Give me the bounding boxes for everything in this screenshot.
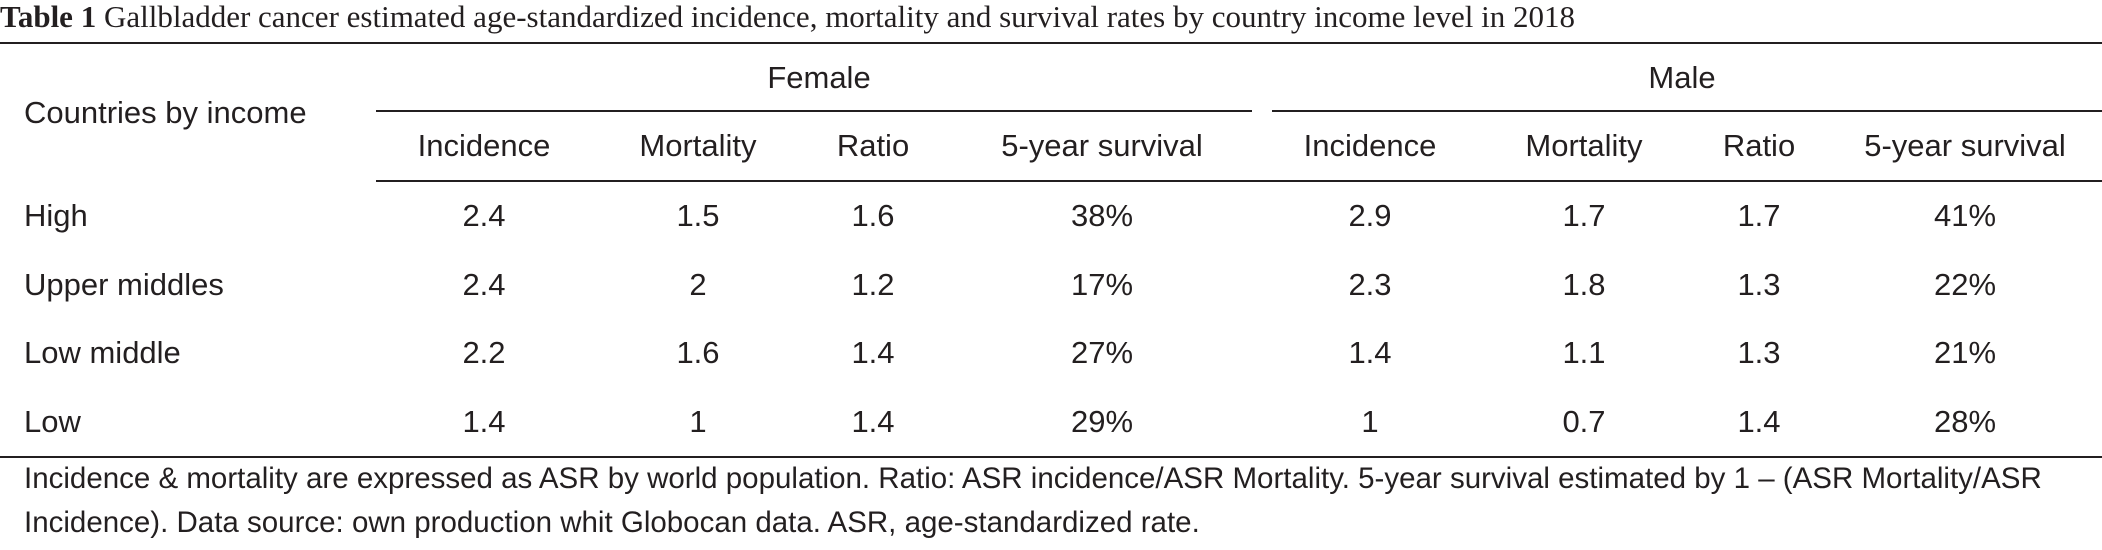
table-body: High 2.4 1.5 1.6 38% 2.9 1.7 1.7 41% Upp… bbox=[0, 181, 2102, 458]
column-header-female-incidence: Incidence bbox=[376, 112, 592, 182]
table-row: Low 1.4 1 1.4 29% 1 0.7 1.4 28% bbox=[0, 387, 2102, 458]
group-label-female: Female bbox=[767, 60, 871, 95]
table-row: Low middle 2.2 1.6 1.4 27% 1.4 1.1 1.3 2… bbox=[0, 319, 2102, 388]
row-label: High bbox=[24, 197, 88, 233]
caption-text: Gallbladder cancer estimated age-standar… bbox=[103, 0, 1576, 34]
table-footnote: Incidence & mortality are expressed as A… bbox=[24, 462, 2042, 539]
table-cell: 1.4 bbox=[851, 335, 895, 371]
table-cell: 1.4 bbox=[1690, 387, 1828, 458]
row-label: Upper middles bbox=[24, 266, 224, 302]
table-cell: 38% bbox=[1070, 198, 1134, 234]
table-cell: 1 bbox=[592, 387, 804, 458]
table-row: Upper middles 2.4 2 1.2 17% 2.3 1.8 1.3 … bbox=[0, 251, 2102, 320]
table-cell: 2.2 bbox=[462, 335, 506, 371]
table-cell: 1.4 bbox=[804, 387, 942, 458]
header-row-columns: Incidence Mortality Ratio 5-year surviva… bbox=[0, 112, 2102, 182]
table-cell: 1 bbox=[1262, 387, 1478, 458]
table-cell: 1.6 bbox=[851, 198, 895, 234]
table-caption: Table 1 Gallbladder cancer estimated age… bbox=[0, 0, 1575, 36]
group-label-male: Male bbox=[1648, 60, 1716, 95]
caption-label: Table 1 bbox=[0, 0, 97, 34]
row-header-label: Countries by income bbox=[0, 42, 376, 181]
table-cell: 27% bbox=[1070, 335, 1134, 371]
table-cell: 1.4 bbox=[1348, 335, 1392, 371]
table-cell: 2.4 bbox=[462, 198, 506, 234]
table-cell: 2.3 bbox=[1348, 266, 1392, 302]
table-cell: 2.4 bbox=[462, 266, 506, 302]
table-cell: 28% bbox=[1828, 387, 2102, 458]
column-header-male-incidence: Incidence bbox=[1262, 112, 1478, 182]
row-label: Low bbox=[0, 387, 376, 458]
table-cell: 1.6 bbox=[676, 335, 720, 371]
group-header-male: Male bbox=[1262, 42, 2102, 112]
row-label: Low middle bbox=[24, 335, 181, 371]
group-header-female: Female bbox=[376, 42, 1262, 112]
table-cell: 29% bbox=[942, 387, 1262, 458]
table-cell: 1.3 bbox=[1737, 266, 1781, 302]
table-cell: 1.8 bbox=[1562, 266, 1606, 302]
table-cell: 1.4 bbox=[376, 387, 592, 458]
table-cell: 21% bbox=[1933, 335, 1997, 371]
header-row-groups: Countries by income Female Male bbox=[0, 42, 2102, 181]
column-header-male-ratio: Ratio bbox=[1690, 112, 1828, 182]
table-cell: 1.7 bbox=[1562, 198, 1606, 234]
column-header-male-survival: 5-year survival bbox=[1828, 112, 2102, 182]
table-header: Countries by income Female Male Incidenc… bbox=[0, 42, 2102, 182]
table-cell: 22% bbox=[1933, 266, 1997, 302]
table-cell: 0.7 bbox=[1478, 387, 1690, 458]
table-cell: 1.1 bbox=[1562, 335, 1606, 371]
column-header-female-mortality: Mortality bbox=[592, 112, 804, 182]
table-cell: 2 bbox=[689, 266, 707, 302]
table-cell: 1.7 bbox=[1737, 198, 1781, 234]
table-cell: 41% bbox=[1933, 198, 1997, 234]
table-cell: 17% bbox=[1070, 266, 1134, 302]
table-cell: 2.9 bbox=[1348, 198, 1392, 234]
data-table: Countries by income Female Male Incidenc… bbox=[0, 42, 2102, 458]
table-cell: 1.2 bbox=[851, 266, 895, 302]
column-header-female-ratio: Ratio bbox=[804, 112, 942, 182]
table-cell: 1.3 bbox=[1737, 335, 1781, 371]
group-rule-male bbox=[1272, 110, 2102, 112]
table-cell: 1.5 bbox=[676, 198, 720, 234]
column-header-female-survival: 5-year survival bbox=[942, 112, 1262, 182]
group-rule-female bbox=[376, 110, 1252, 112]
column-header-male-mortality: Mortality bbox=[1478, 112, 1690, 182]
table-row: High 2.4 1.5 1.6 38% 2.9 1.7 1.7 41% bbox=[0, 181, 2102, 251]
